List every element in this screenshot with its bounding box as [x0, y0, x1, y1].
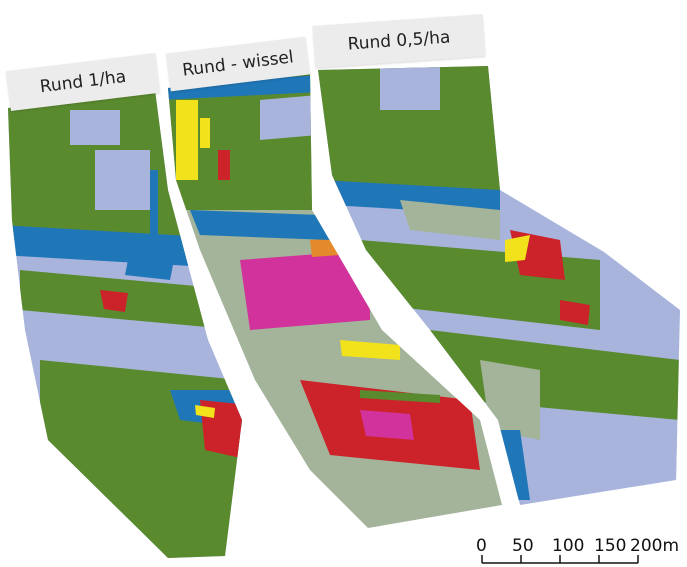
panel-label-text: Rund 0,5/ha [347, 27, 451, 55]
scale-tick-150: 150 [594, 536, 627, 556]
scale-tick-200m: 200m [630, 536, 680, 556]
scale-tick-0: 0 [476, 536, 487, 556]
panel-label-text: Rund - wissel [181, 47, 295, 81]
scale-bar: 0 50 100 150 200m [470, 536, 680, 566]
scale-tick-100: 100 [552, 536, 585, 556]
scale-tick-50: 50 [512, 536, 534, 556]
panel-label-text: Rund 1/ha [38, 66, 128, 98]
